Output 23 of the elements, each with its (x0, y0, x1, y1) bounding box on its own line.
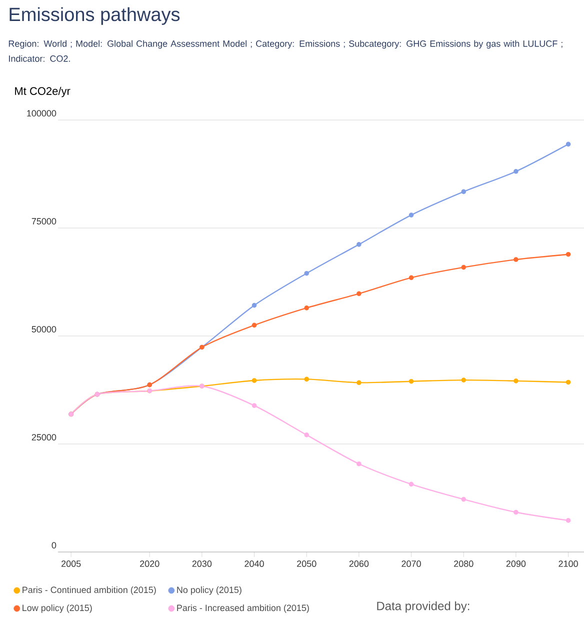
y-tick-label: 50000 (32, 326, 56, 332)
legend-label: Low policy (2015) (22, 604, 92, 613)
y-tick-label: 0 (52, 542, 56, 548)
legend-label: Paris - Increased ambition (2015) (177, 604, 309, 613)
x-tick-label: 2040 (244, 560, 264, 567)
y-tick-label: 75000 (32, 218, 56, 224)
x-tick-label: 2070 (402, 560, 421, 567)
y-tick-label: 25000 (32, 434, 56, 440)
legend-label: No policy (2015) (177, 586, 242, 595)
chart-title: Emissions pathways (10, 7, 180, 25)
text: Data provided by: (377, 601, 470, 613)
x-tick-label: 2050 (297, 560, 316, 567)
x-tick-label: 2030 (192, 560, 212, 567)
x-tick-label: 2020 (140, 560, 160, 567)
x-tick-label: 2100 (558, 560, 578, 567)
x-tick-label: 2005 (62, 560, 81, 567)
chart-subtitle: Region: World ; Model: Global Change Assessment Model ; Category: Emissions ; Subcategory: GHG Emissions by gas with LULUCF ; Indicator: CO2. (8, 40, 562, 62)
y-axis-title: Mt CO2e/yr (15, 86, 70, 98)
y-tick-label: 100000 (27, 110, 56, 116)
legend-label: Paris - Continued ambition (2015) (22, 586, 156, 595)
x-tick-label: 2080 (454, 560, 474, 567)
x-tick-label: 2060 (349, 560, 369, 567)
x-tick-label: 2090 (506, 560, 526, 567)
